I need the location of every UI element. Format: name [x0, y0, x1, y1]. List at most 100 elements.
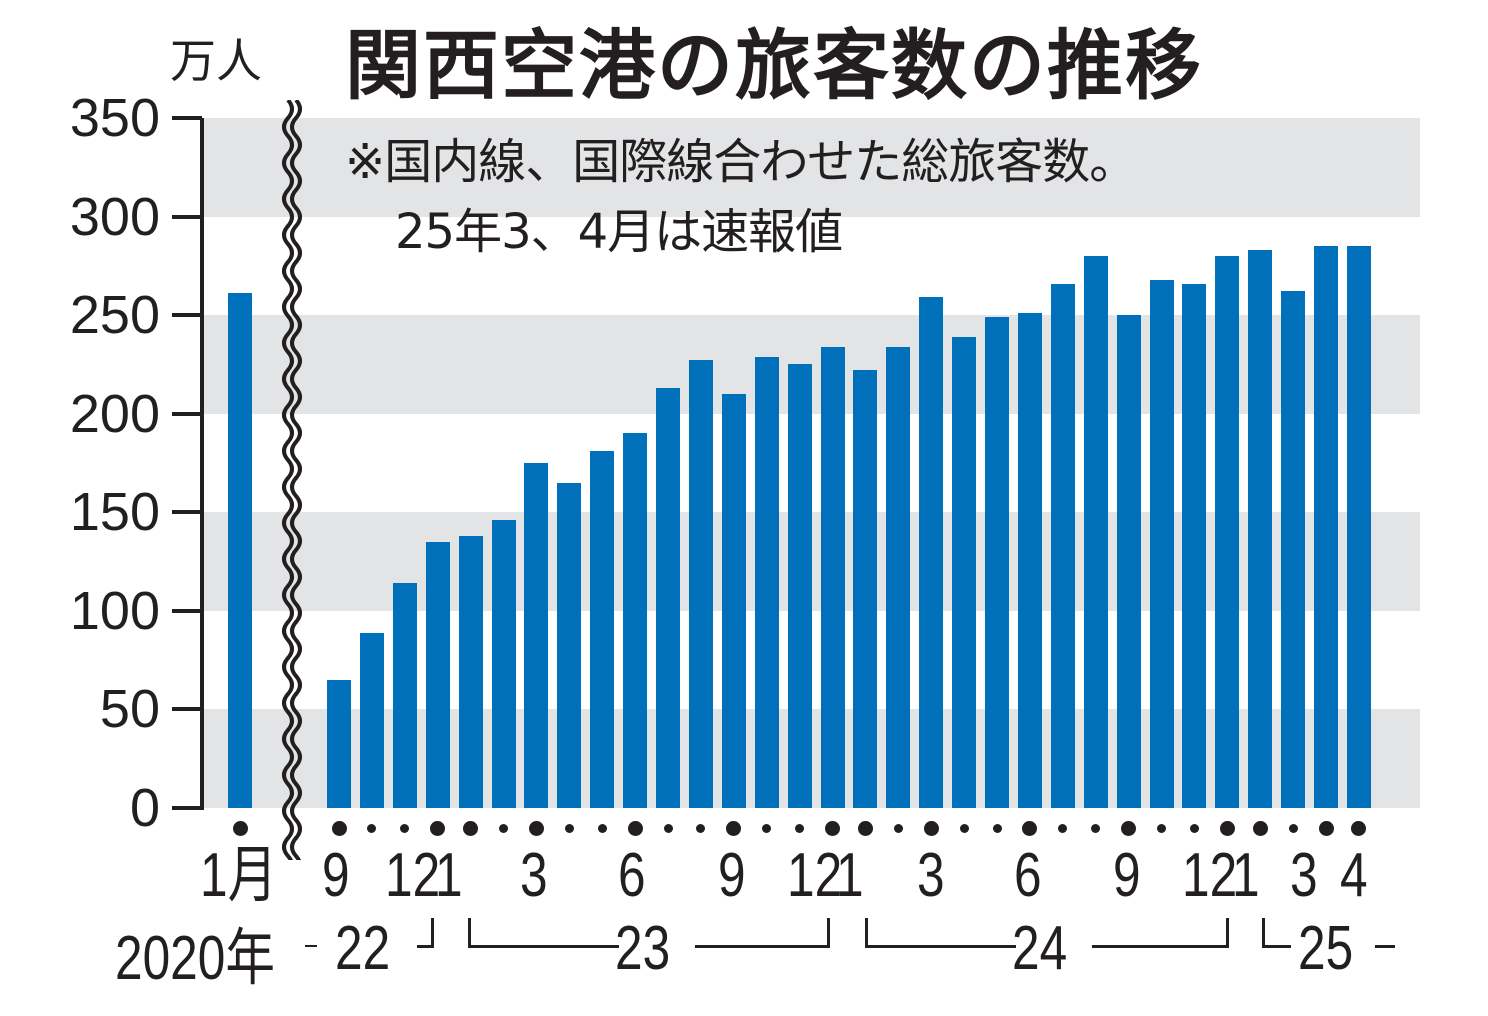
y-tick	[172, 214, 202, 219]
month-dot	[564, 823, 574, 833]
month-dot	[762, 823, 772, 833]
x-label: 9	[322, 841, 350, 910]
bar-2022-11	[392, 583, 417, 808]
bar-2023-04	[557, 482, 582, 808]
y-tick	[172, 510, 202, 515]
bar-2024-11	[1182, 283, 1207, 808]
note-line-2: 25年3、4月は速報値	[395, 204, 843, 260]
y-tick-label: 250	[69, 285, 160, 346]
month-dot	[893, 823, 903, 833]
bar-2020-01	[228, 293, 252, 808]
month-dot	[1157, 823, 1166, 833]
y-axis-line	[200, 118, 204, 810]
bar-2023-08	[688, 360, 713, 808]
month-dot	[726, 820, 742, 836]
month-dot	[992, 823, 1002, 833]
y-tick-label: 0	[129, 778, 160, 838]
year-label: 22	[335, 914, 391, 983]
bar-2023-07	[656, 388, 680, 808]
month-dot	[1058, 823, 1068, 833]
y-tick-label: 200	[69, 383, 160, 444]
bar-2024-05	[985, 317, 1009, 808]
month-dot	[795, 823, 805, 833]
y-tick-label: 350	[69, 88, 160, 148]
y-tick	[172, 707, 202, 712]
bar-2022-12	[425, 541, 450, 808]
year-bracket-line	[1226, 918, 1229, 945]
bar-2023-06	[623, 433, 648, 808]
bar-2025-04	[1346, 246, 1371, 808]
bar-2023-09	[721, 394, 746, 808]
grid-band	[200, 118, 1420, 217]
axis-break-icon	[282, 100, 302, 860]
bar-2023-10	[754, 356, 779, 808]
year-label: 24	[1012, 914, 1068, 983]
month-dot	[1091, 823, 1101, 833]
year-bracket-line	[1092, 945, 1229, 948]
y-tick	[172, 313, 202, 318]
x-label: 6	[618, 841, 646, 910]
year-bracket-line	[417, 918, 434, 948]
y-tick	[172, 411, 202, 416]
x-label: 6	[1014, 841, 1042, 910]
year-label: 23	[615, 914, 671, 983]
bar-2022-09	[327, 679, 351, 808]
bar-2023-05	[590, 451, 615, 808]
bar-2024-01	[853, 370, 878, 808]
x-label: 3	[1290, 841, 1318, 910]
bar-2024-04	[952, 336, 977, 808]
month-dot	[597, 823, 607, 833]
y-tick-label: 50	[99, 679, 160, 740]
y-tick-label: 150	[69, 482, 160, 543]
x-label: 1	[1232, 841, 1260, 910]
year-bracket-line	[695, 945, 830, 948]
bar-2025-01	[1248, 250, 1273, 808]
bar-2023-12	[820, 346, 845, 808]
y-tick-label: 100	[69, 580, 160, 641]
bar-2024-08	[1083, 256, 1108, 808]
x-label-1-month: 1月	[200, 841, 278, 910]
month-dot	[663, 823, 673, 833]
bar-2023-01	[458, 535, 483, 808]
month-dot	[959, 823, 969, 833]
year-bracket-line	[1262, 918, 1291, 948]
bar-2024-12	[1215, 256, 1240, 808]
month-dot	[1318, 820, 1334, 836]
bar-2023-11	[787, 364, 812, 808]
year-bracket-line	[468, 918, 619, 948]
bar-2024-07	[1050, 283, 1075, 808]
bar-2024-02	[886, 346, 911, 808]
month-dot	[1288, 823, 1298, 833]
year-bracket-line	[865, 918, 1016, 948]
x-label: 3	[520, 841, 548, 910]
y-tick	[172, 806, 202, 810]
bar-2024-09	[1116, 315, 1141, 808]
month-dot	[367, 823, 377, 833]
month-dot	[331, 820, 347, 836]
unit-label: 万人	[170, 34, 262, 88]
y-tick-label: 300	[69, 186, 160, 247]
month-dot	[1252, 820, 1268, 836]
month-dot	[400, 823, 410, 833]
month-dot	[1121, 820, 1137, 836]
bar-2024-06	[1017, 313, 1042, 808]
month-dot	[232, 820, 248, 836]
bar-2025-02	[1281, 291, 1306, 808]
note-line-1: ※国内線、国際線合わせた総旅客数。	[345, 134, 1137, 190]
year-bracket-line	[305, 945, 317, 947]
x-label: 9	[718, 841, 746, 910]
year-bracket-line	[1375, 945, 1395, 948]
chart-title: 関西空港の旅客数の推移	[345, 21, 1203, 110]
year-bracket-line	[827, 918, 830, 945]
y-tick	[172, 116, 202, 120]
month-dot	[499, 823, 508, 833]
month-dot	[923, 820, 939, 836]
month-dot	[1022, 820, 1038, 836]
x-label: 1	[435, 841, 463, 910]
month-dot	[1351, 820, 1367, 836]
x-label: 3	[917, 841, 945, 910]
bar-2024-10	[1149, 279, 1174, 808]
bar-2025-03	[1314, 246, 1338, 808]
x-label: 12	[385, 841, 441, 910]
month-dot	[463, 820, 479, 836]
